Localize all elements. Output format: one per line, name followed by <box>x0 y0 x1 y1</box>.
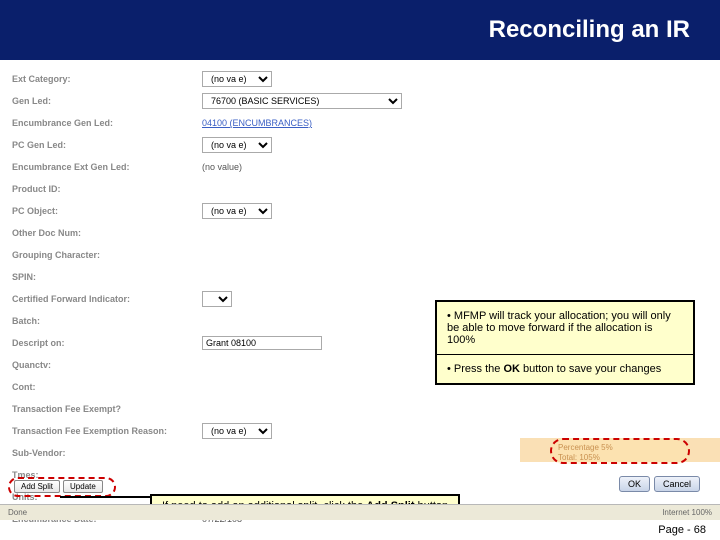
ok-button[interactable]: OK <box>619 476 650 492</box>
page-number: Page - 68 <box>658 524 706 536</box>
form-row: Tmes: <box>12 464 720 486</box>
tip-1-text: • MFMP will track your allocation; you w… <box>447 310 671 346</box>
tip-2-bold: OK <box>503 363 520 375</box>
page-title: Reconciling an IR <box>489 16 690 44</box>
form-dropdown[interactable] <box>202 291 232 307</box>
tip-2-prefix: • Press the <box>447 363 503 375</box>
form-row: Encumbrance Gen Led:04100 (ENCUMBRANCES) <box>12 112 720 134</box>
form-label: PC Object: <box>12 206 202 216</box>
form-label: Product ID: <box>12 184 202 194</box>
header: Reconciling an IR <box>0 0 720 60</box>
form-row: Transaction Fee Exempt? <box>12 398 720 420</box>
form-label: Quanctv: <box>12 360 202 370</box>
form-row: Product ID: <box>12 178 720 200</box>
form-label: Transaction Fee Exemption Reason: <box>12 426 202 436</box>
form-row: Other Doc Num: <box>12 222 720 244</box>
update-button[interactable]: Update <box>63 480 103 493</box>
cancel-button[interactable]: Cancel <box>654 476 700 492</box>
callout-connector <box>60 496 152 498</box>
form-row: Ext Category:(no va e) <box>12 68 720 90</box>
form-dropdown[interactable]: (no va e) <box>202 203 272 219</box>
total-highlight: Percentage 5% Total: 105% <box>550 438 690 464</box>
form-label: Grouping Character: <box>12 250 202 260</box>
form-label: Sub-Vendor: <box>12 448 202 458</box>
form-input[interactable] <box>202 336 322 350</box>
form-label: SPIN: <box>12 272 202 282</box>
add-split-button[interactable]: Add Split <box>14 480 60 493</box>
form-row: PC Object:(no va e) <box>12 200 720 222</box>
tip-2: • Press the OK button to save your chang… <box>437 355 693 383</box>
form-label: Batch: <box>12 316 202 326</box>
total-text: Percentage 5% Total: 105% <box>552 440 688 466</box>
form-label: Encumbrance Gen Led: <box>12 118 202 128</box>
split-buttons: Add Split Update <box>14 480 103 493</box>
action-buttons: OK Cancel <box>619 476 700 492</box>
form-text: (no value) <box>202 162 242 172</box>
form-label: Other Doc Num: <box>12 228 202 238</box>
form-row: SPIN: <box>12 266 720 288</box>
form-row: Encumbrance Ext Gen Led:(no value) <box>12 156 720 178</box>
tip-callout: • MFMP will track your allocation; you w… <box>435 300 695 385</box>
form-area: Ext Category:(no va e)Gen Led:76700 (BAS… <box>0 60 720 490</box>
percentage-line: Percentage 5% <box>558 443 682 453</box>
tip-2-suffix: button to save your changes <box>520 363 661 375</box>
form-label: Transaction Fee Exempt? <box>12 404 202 414</box>
form-label: Certified Forward Indicator: <box>12 294 202 304</box>
form-dropdown[interactable]: (no va e) <box>202 71 272 87</box>
form-label: Descript on: <box>12 338 202 348</box>
form-row: PC Gen Led:(no va e) <box>12 134 720 156</box>
form-dropdown[interactable]: (no va e) <box>202 423 272 439</box>
form-label: Encumbrance Ext Gen Led: <box>12 162 202 172</box>
form-label: Gen Led: <box>12 96 202 106</box>
form-label: Ext Category: <box>12 74 202 84</box>
total-line: Total: 105% <box>558 453 682 463</box>
form-link[interactable]: 04100 (ENCUMBRANCES) <box>202 118 312 128</box>
tip-1: • MFMP will track your allocation; you w… <box>437 302 693 355</box>
form-row: Grouping Character: <box>12 244 720 266</box>
status-bar: Done Internet 100% <box>0 504 720 520</box>
form-dropdown[interactable]: 76700 (BASIC SERVICES) <box>202 93 402 109</box>
status-left: Done <box>8 508 27 517</box>
form-label: PC Gen Led: <box>12 140 202 150</box>
form-dropdown[interactable]: (no va e) <box>202 137 272 153</box>
status-right: Internet 100% <box>662 508 712 517</box>
form-row: Gen Led:76700 (BASIC SERVICES) <box>12 90 720 112</box>
form-label: Cont: <box>12 382 202 392</box>
